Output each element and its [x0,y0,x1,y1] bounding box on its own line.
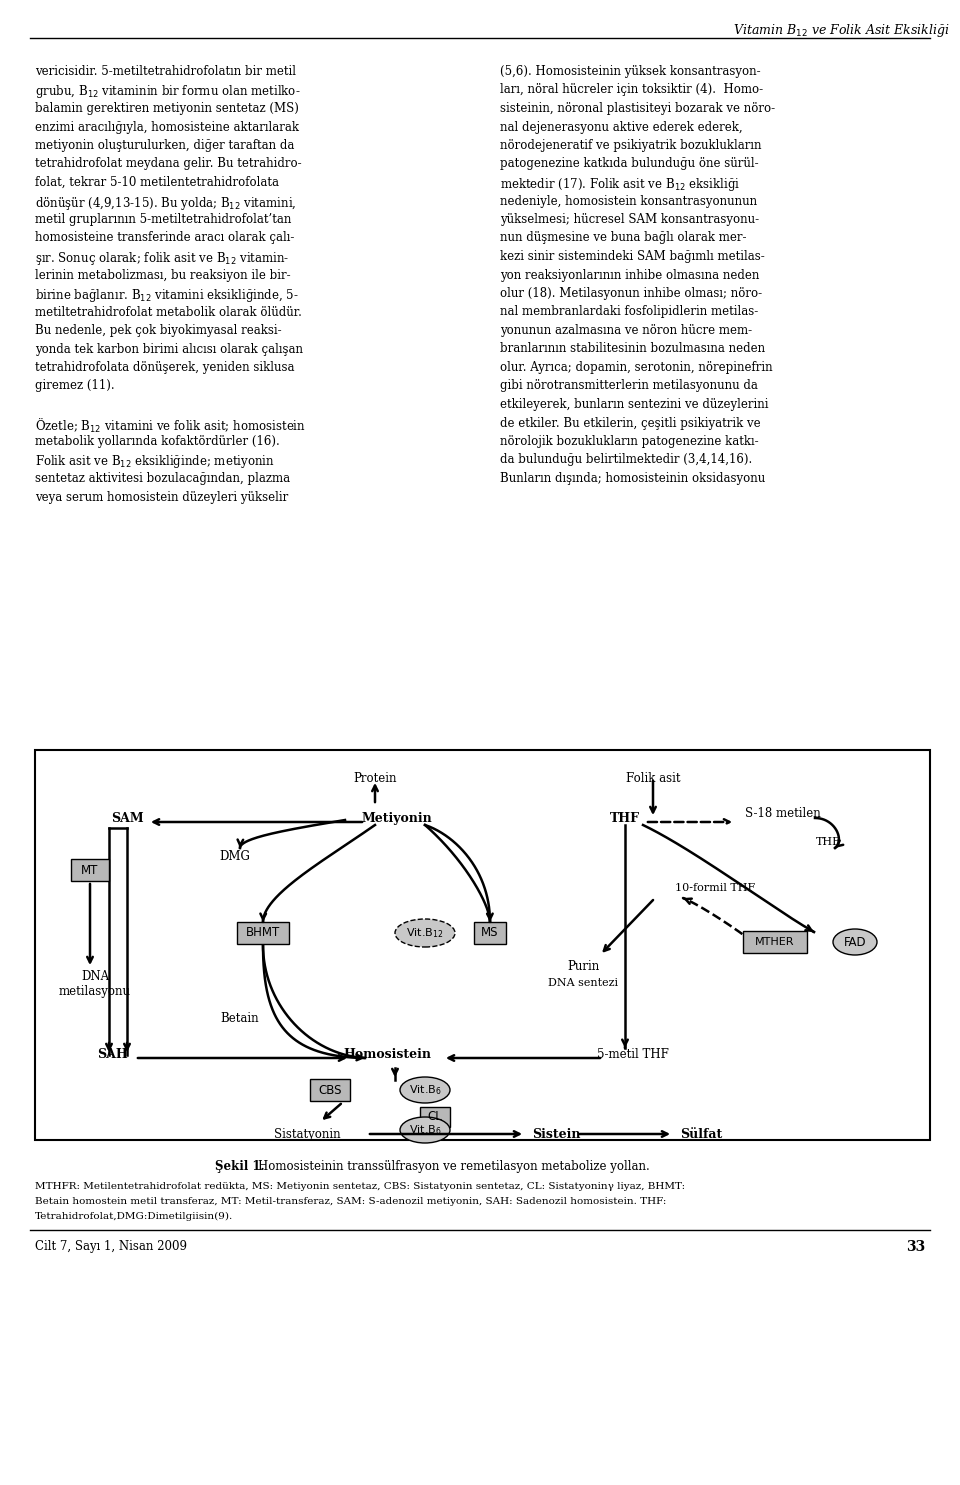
Ellipse shape [833,930,877,955]
Text: FAD: FAD [844,936,866,949]
Text: Cilt 7, Sayı 1, Nisan 2009: Cilt 7, Sayı 1, Nisan 2009 [35,1240,187,1253]
Text: kezi sinir sistemindeki SAM bağımlı metilas-: kezi sinir sistemindeki SAM bağımlı meti… [500,249,765,263]
Text: enzimi aracılığıyla, homosisteine aktarılarak: enzimi aracılığıyla, homosisteine aktarı… [35,120,299,134]
Text: balamin gerektiren metiyonin sentetaz (MS): balamin gerektiren metiyonin sentetaz (M… [35,102,299,114]
Bar [743,931,807,953]
Text: Purin: Purin [566,959,599,973]
Text: grubu, B$_{12}$ vitaminin bir formu olan metilko-: grubu, B$_{12}$ vitaminin bir formu olan… [35,83,300,101]
Ellipse shape [395,919,455,947]
Text: Folik asit ve B$_{12}$ eksikliğinde; metiyonin: Folik asit ve B$_{12}$ eksikliğinde; met… [35,453,275,471]
Bar [420,1106,450,1127]
Text: Vitamin B$_{12}$ ve Folik Asit Eksikliği: Vitamin B$_{12}$ ve Folik Asit Eksikliği [733,22,950,39]
Text: MT: MT [82,863,99,876]
Text: THF: THF [816,838,840,846]
Text: metabolik yollarında kofaktördürler (16).: metabolik yollarında kofaktördürler (16)… [35,435,279,448]
Text: Vit.B$_6$: Vit.B$_6$ [409,1083,442,1097]
Text: 5-metil THF: 5-metil THF [597,1048,669,1060]
Text: Sülfat: Sülfat [680,1129,722,1140]
Text: sisteinin, nöronal plastisiteyi bozarak ve nöro-: sisteinin, nöronal plastisiteyi bozarak … [500,102,775,114]
Text: nun düşmesine ve buna bağlı olarak mer-: nun düşmesine ve buna bağlı olarak mer- [500,232,747,245]
Text: Homosisteinin transsülfrasyon ve remetilasyon metabolize yollan.: Homosisteinin transsülfrasyon ve remetil… [258,1160,650,1173]
Text: DMG: DMG [220,849,251,863]
Text: etkileyerek, bunların sentezini ve düzeylerini: etkileyerek, bunların sentezini ve düzey… [500,398,769,411]
Text: nörolojik bozuklukların patogenezine katkı-: nörolojik bozuklukların patogenezine kat… [500,435,758,448]
Text: yonunun azalmasına ve nöron hücre mem-: yonunun azalmasına ve nöron hücre mem- [500,324,752,337]
Text: nörodejeneratif ve psikiyatrik bozuklukların: nörodejeneratif ve psikiyatrik bozuklukl… [500,140,761,151]
Bar [35,750,930,1140]
Text: nedeniyle, homosistein konsantrasyonunun: nedeniyle, homosistein konsantrasyonunun [500,195,757,208]
Bar [237,922,289,944]
Text: Tetrahidrofolat,DMG:Dimetilgiisin(9).: Tetrahidrofolat,DMG:Dimetilgiisin(9). [35,1212,233,1221]
Text: sentetaz aktivitesi bozulacağından, plazma: sentetaz aktivitesi bozulacağından, plaz… [35,472,290,486]
Text: mektedir (17). Folik asit ve B$_{12}$ eksikliği: mektedir (17). Folik asit ve B$_{12}$ ek… [500,177,740,193]
Text: Sistatyonin: Sistatyonin [274,1129,340,1140]
Ellipse shape [400,1117,450,1143]
Text: homosisteine transferinde aracı olarak çalı-: homosisteine transferinde aracı olarak ç… [35,232,295,245]
Text: metil gruplarının 5-metiltetrahidrofolat’tan: metil gruplarının 5-metiltetrahidrofolat… [35,212,292,226]
Text: ları, nöral hücreler için toksiktir (4).  Homo-: ları, nöral hücreler için toksiktir (4).… [500,83,763,97]
Text: yükselmesi; hücresel SAM konsantrasyonu-: yükselmesi; hücresel SAM konsantrasyonu- [500,212,759,226]
Text: 33: 33 [905,1240,925,1253]
Bar [310,1080,350,1100]
Text: birine bağlanır. B$_{12}$ vitamini eksikliğinde, 5-: birine bağlanır. B$_{12}$ vitamini eksik… [35,287,299,304]
Text: CBS: CBS [319,1084,342,1096]
Text: 10-formil THF: 10-formil THF [675,884,756,892]
Text: gibi nörotransmitterlerin metilasyonunu da: gibi nörotransmitterlerin metilasyonunu … [500,380,757,392]
Text: yonda tek karbon birimi alıcısı olarak çalışan: yonda tek karbon birimi alıcısı olarak ç… [35,343,303,355]
Text: MS: MS [481,927,499,940]
Text: tetrahidrofolat meydana gelir. Bu tetrahidro-: tetrahidrofolat meydana gelir. Bu tetrah… [35,157,301,171]
Text: de etkiler. Bu etkilerin, çeşitli psikiyatrik ve: de etkiler. Bu etkilerin, çeşitli psikiy… [500,416,760,429]
Text: Folik asit: Folik asit [626,772,681,786]
Text: BHMT: BHMT [246,927,280,940]
Text: S-18 metilen: S-18 metilen [745,806,821,820]
Text: Özetle; B$_{12}$ vitamini ve folik asit; homosistein: Özetle; B$_{12}$ vitamini ve folik asit;… [35,416,306,435]
Text: Metiyonin: Metiyonin [362,812,432,826]
Text: Homosistein: Homosistein [343,1048,431,1060]
Text: Bu nedenle, pek çok biyokimyasal reaksi-: Bu nedenle, pek çok biyokimyasal reaksi- [35,324,281,337]
Bar [71,858,109,881]
Text: dönüşür (4,9,13-15). Bu yolda; B$_{12}$ vitamini,: dönüşür (4,9,13-15). Bu yolda; B$_{12}$ … [35,195,297,211]
Text: Bunların dışında; homosisteinin oksidasyonu: Bunların dışında; homosisteinin oksidasy… [500,472,765,486]
Text: vericisidir. 5-metiltetrahidrofolatın bir metil: vericisidir. 5-metiltetrahidrofolatın bi… [35,65,296,79]
Text: Sistein: Sistein [532,1129,581,1140]
Text: giremez (11).: giremez (11). [35,380,114,392]
Text: veya serum homosistein düzeyleri yükselir: veya serum homosistein düzeyleri yükseli… [35,490,288,503]
Text: folat, tekrar 5-10 metilentetrahidrofolata: folat, tekrar 5-10 metilentetrahidrofola… [35,177,279,189]
Text: patogenezine katkıda bulunduğu öne sürül-: patogenezine katkıda bulunduğu öne sürül… [500,157,758,171]
Text: branlarının stabilitesinin bozulmasına neden: branlarının stabilitesinin bozulmasına n… [500,343,765,355]
Text: SAM: SAM [110,812,143,826]
Text: Vit.B$_{12}$: Vit.B$_{12}$ [406,927,444,940]
Text: lerinin metabolizması, bu reaksiyon ile bir-: lerinin metabolizması, bu reaksiyon ile … [35,269,291,282]
Text: nal dejenerasyonu aktive ederek ederek,: nal dejenerasyonu aktive ederek ederek, [500,120,743,134]
Text: yon reaksiyonlarının inhibe olmasına neden: yon reaksiyonlarının inhibe olmasına ned… [500,269,759,282]
Text: MTHER: MTHER [756,937,795,947]
Text: THF: THF [610,812,640,826]
Text: nal membranlardaki fosfolipidlerin metilas-: nal membranlardaki fosfolipidlerin metil… [500,306,758,318]
Text: olur (18). Metilasyonun inhibe olması; nöro-: olur (18). Metilasyonun inhibe olması; n… [500,287,762,300]
Text: DNA
metilasyonu: DNA metilasyonu [59,970,131,998]
Text: metiyonin oluşturulurken, diğer taraftan da: metiyonin oluşturulurken, diğer taraftan… [35,140,295,151]
Text: tetrahidrofolata dönüşerek, yeniden siklusa: tetrahidrofolata dönüşerek, yeniden sikl… [35,361,295,374]
Text: Betain: Betain [221,1011,259,1025]
Text: metiltetrahidrofolat metabolik olarak ölüdür.: metiltetrahidrofolat metabolik olarak öl… [35,306,301,318]
Text: DNA sentezi: DNA sentezi [548,979,618,988]
Bar [474,922,506,944]
Text: Betain homostein metil transferaz, MT: Metil-transferaz, SAM: S-adenozil metiyon: Betain homostein metil transferaz, MT: M… [35,1197,666,1206]
Text: olur. Ayrıca; dopamin, serotonin, nörepinefrin: olur. Ayrıca; dopamin, serotonin, nörepi… [500,361,773,374]
Text: MTHFR: Metilentetrahidrofolat redükta, MS: Metiyonin sentetaz, CBS: Sistatyonin : MTHFR: Metilentetrahidrofolat redükta, M… [35,1182,685,1191]
Text: Vit.B$_6$: Vit.B$_6$ [409,1123,442,1138]
Text: Protein: Protein [353,772,396,786]
Text: (5,6). Homosisteinin yüksek konsantrasyon-: (5,6). Homosisteinin yüksek konsantrasyo… [500,65,760,79]
Text: Şekil 1.: Şekil 1. [215,1160,265,1173]
Text: SAH: SAH [98,1048,129,1060]
Text: da bulunduğu belirtilmektedir (3,4,14,16).: da bulunduğu belirtilmektedir (3,4,14,16… [500,453,753,466]
Text: CL: CL [427,1111,443,1124]
Ellipse shape [400,1077,450,1103]
Text: şır. Sonuç olarak; folik asit ve B$_{12}$ vitamin-: şır. Sonuç olarak; folik asit ve B$_{12}… [35,249,290,267]
